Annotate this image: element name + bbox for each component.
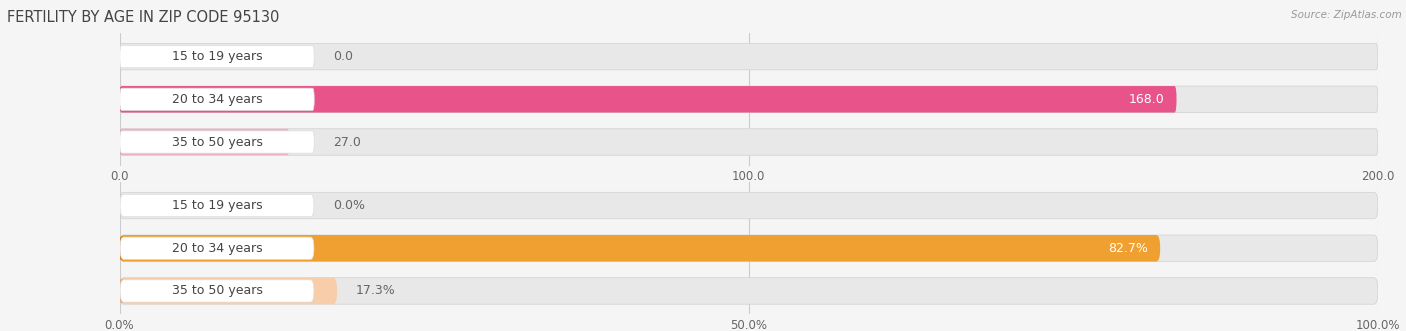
FancyBboxPatch shape	[120, 131, 315, 153]
FancyBboxPatch shape	[120, 45, 315, 68]
FancyBboxPatch shape	[120, 194, 314, 217]
FancyBboxPatch shape	[120, 86, 1177, 113]
Text: 35 to 50 years: 35 to 50 years	[172, 135, 263, 149]
Circle shape	[118, 237, 125, 260]
FancyBboxPatch shape	[120, 235, 1378, 261]
Text: 82.7%: 82.7%	[1108, 242, 1147, 255]
Text: 0.0%: 0.0%	[333, 199, 366, 212]
FancyBboxPatch shape	[120, 278, 1378, 304]
FancyBboxPatch shape	[120, 88, 315, 111]
Text: 15 to 19 years: 15 to 19 years	[172, 50, 263, 63]
FancyBboxPatch shape	[120, 192, 1378, 219]
FancyBboxPatch shape	[120, 237, 314, 260]
Text: 20 to 34 years: 20 to 34 years	[172, 242, 263, 255]
Text: 168.0: 168.0	[1128, 93, 1164, 106]
Text: 35 to 50 years: 35 to 50 years	[172, 284, 263, 298]
FancyBboxPatch shape	[120, 129, 1378, 155]
FancyBboxPatch shape	[120, 86, 1378, 113]
Text: 0.0: 0.0	[333, 50, 353, 63]
Text: 27.0: 27.0	[333, 135, 361, 149]
Text: 17.3%: 17.3%	[356, 284, 396, 298]
FancyBboxPatch shape	[120, 43, 1378, 70]
Circle shape	[120, 88, 122, 111]
Circle shape	[118, 280, 125, 302]
FancyBboxPatch shape	[120, 235, 1160, 261]
Text: 15 to 19 years: 15 to 19 years	[172, 199, 263, 212]
Text: Source: ZipAtlas.com: Source: ZipAtlas.com	[1291, 10, 1402, 20]
Circle shape	[120, 131, 122, 153]
FancyBboxPatch shape	[120, 129, 290, 155]
FancyBboxPatch shape	[120, 280, 314, 302]
Text: FERTILITY BY AGE IN ZIP CODE 95130: FERTILITY BY AGE IN ZIP CODE 95130	[7, 10, 280, 25]
FancyBboxPatch shape	[120, 278, 337, 304]
Text: 20 to 34 years: 20 to 34 years	[172, 93, 263, 106]
